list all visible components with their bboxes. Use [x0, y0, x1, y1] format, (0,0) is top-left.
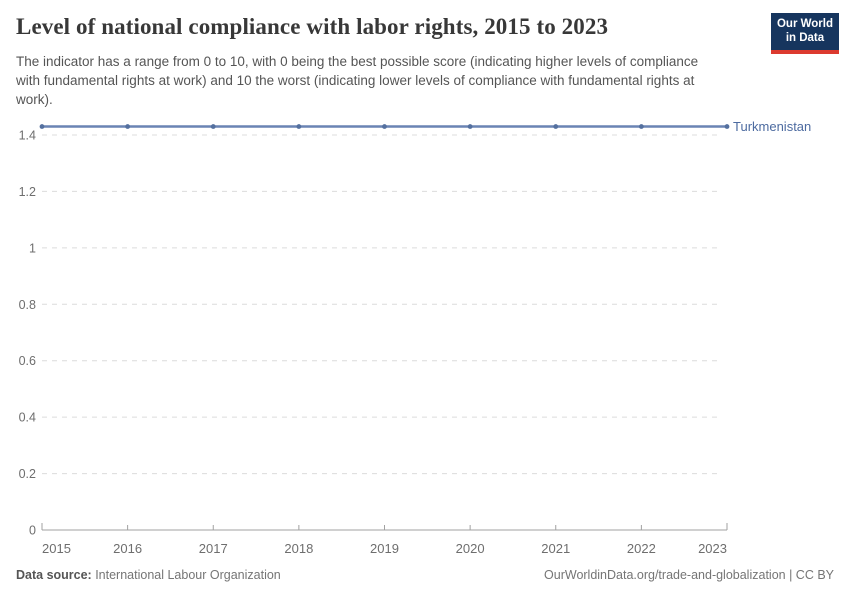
series-point[interactable] [125, 124, 131, 129]
owid-logo: Our World in Data [771, 13, 839, 54]
y-axis-tick-label: 0.6 [19, 354, 36, 368]
series-point[interactable] [724, 124, 730, 129]
data-source: Data source: International Labour Organi… [16, 568, 281, 582]
x-axis-tick-label: 2021 [541, 541, 570, 556]
series-entity-label[interactable]: Turkmenistan [733, 119, 811, 134]
series-point[interactable] [382, 124, 387, 129]
y-axis-tick-label: 1.2 [19, 185, 36, 199]
attribution-link[interactable]: OurWorldinData.org/trade-and-globalizati… [544, 568, 834, 582]
y-axis-tick-label: 1 [29, 241, 36, 255]
x-axis-tick-label: 2019 [370, 541, 399, 556]
y-axis-tick-label: 0 [29, 524, 36, 538]
page-title: Level of national compliance with labor … [16, 14, 609, 39]
owid-logo-text: Our World in Data [776, 18, 833, 44]
y-axis-tick-label: 0.8 [19, 298, 36, 312]
data-source-label: Data source: [16, 568, 92, 582]
series-point[interactable] [553, 124, 559, 129]
data-source-value: International Labour Organization [91, 568, 281, 582]
y-axis-tick-label: 0.4 [19, 411, 36, 425]
series-point[interactable] [210, 124, 216, 129]
chart-subtitle: The indicator has a range from 0 to 10, … [16, 54, 699, 108]
y-axis-tick-label: 0.2 [19, 467, 36, 481]
y-axis-tick-label: 1.4 [19, 129, 36, 143]
chart-footer: Data source: International Labour Organi… [16, 568, 834, 582]
x-axis-tick-label: 2017 [199, 541, 228, 556]
series-point[interactable] [638, 124, 644, 129]
x-axis-tick-label: 2020 [456, 541, 485, 556]
series-point[interactable] [39, 124, 45, 129]
series-point[interactable] [296, 124, 302, 129]
x-axis-tick-label: 2023 [698, 541, 727, 556]
x-axis-tick-label: 2018 [284, 541, 313, 556]
x-axis-tick-label: 2022 [627, 541, 656, 556]
series-point[interactable] [467, 124, 473, 129]
x-axis-tick-label: 2016 [113, 541, 142, 556]
x-axis-tick-label: 2015 [42, 541, 71, 556]
